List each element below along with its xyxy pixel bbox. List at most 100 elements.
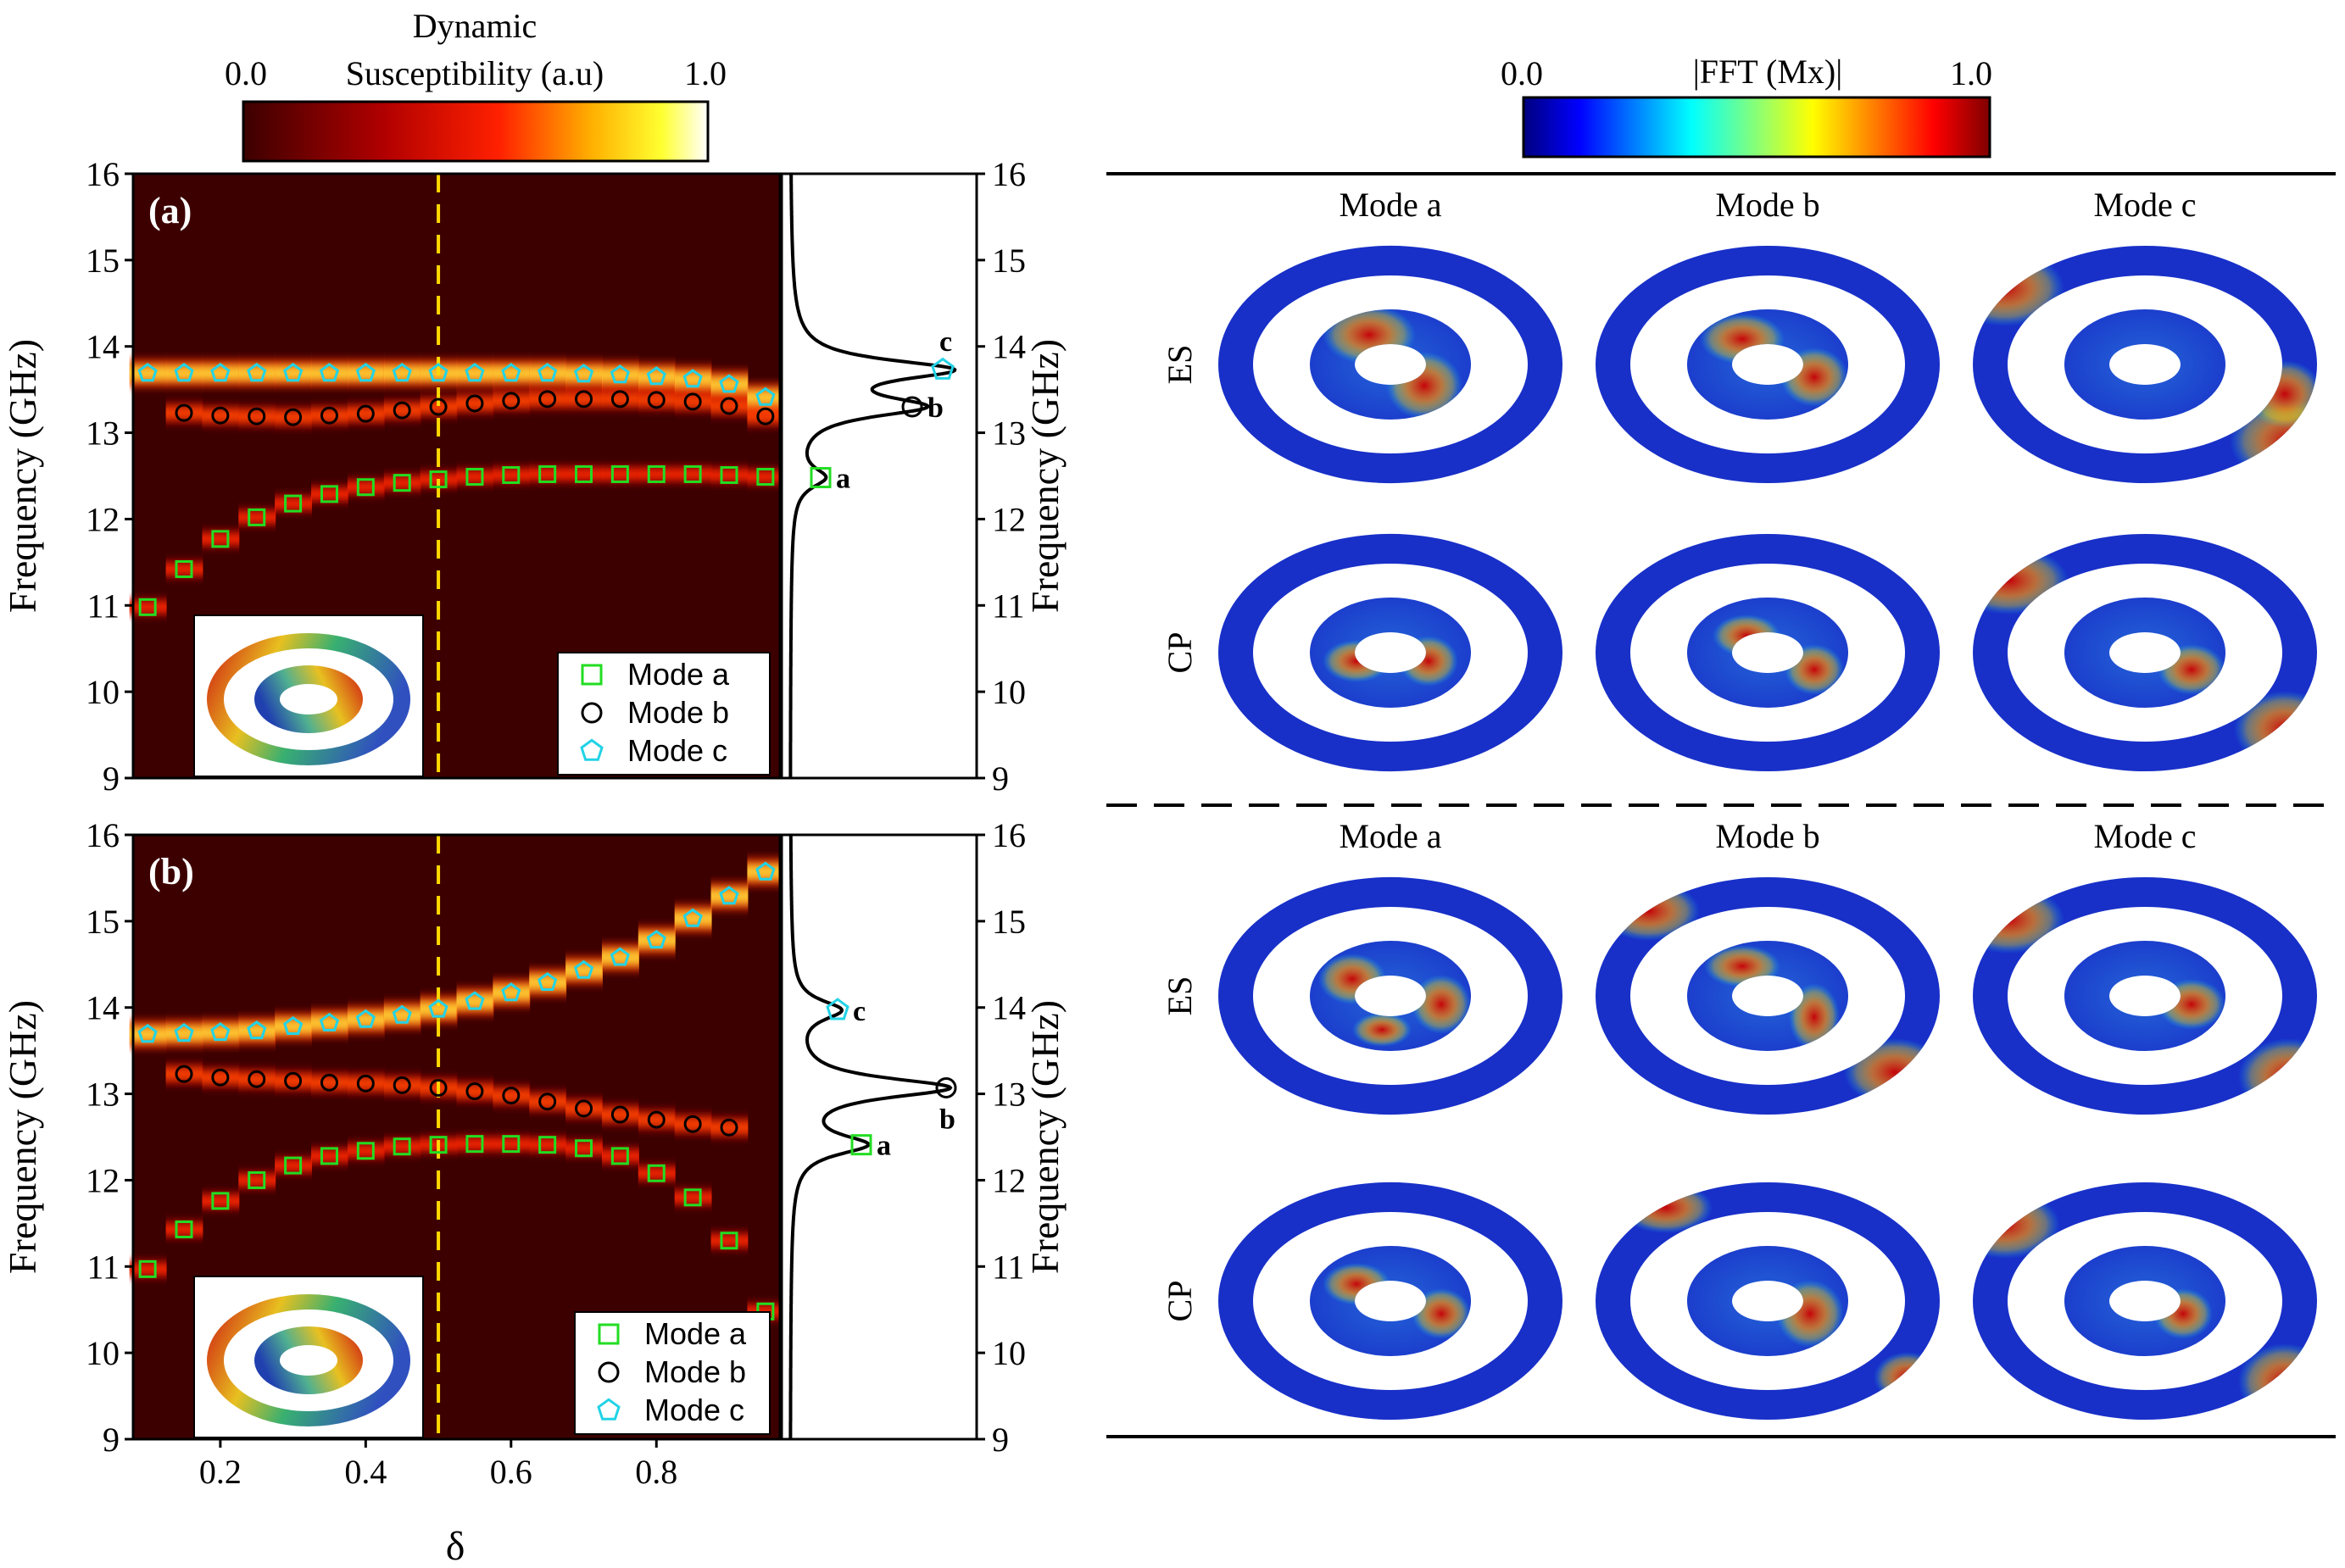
side-spectrum: a b c 9 10 11 12 13 14 15 16 Frequency (GHz): [780, 155, 1067, 798]
heatmap-cell-mode-a-core: [238, 513, 276, 521]
x-tick-label: 0.8: [635, 1453, 677, 1491]
marker-mode-b: [720, 397, 738, 415]
marker-mode-b: [429, 1078, 448, 1097]
marker-mode-a: [647, 1164, 666, 1182]
heatmap-cell-mode-a-core: [383, 1143, 421, 1151]
spectrum-y-tick-label: 13: [992, 1076, 1026, 1114]
plot-frame: [131, 172, 782, 780]
spectrum-y-tick-label: 11: [992, 1248, 1025, 1286]
y-tick-label: 12: [86, 500, 120, 538]
y-tick-label: 14: [86, 989, 120, 1027]
marker-mode-a: [175, 1220, 193, 1238]
legend-label: Mode a: [644, 1316, 747, 1351]
colorbar-left-title-line2: Susceptibility (a.u): [346, 54, 604, 92]
heatmap-cell-mode-c-core: [202, 367, 240, 380]
marker-mode-b: [465, 394, 484, 413]
legend-label: Mode b: [627, 695, 729, 730]
marker-mode-b: [393, 1076, 411, 1094]
side-spectrum: a b c 9 10 11 12 13 14 15 16 Frequency (GHz): [780, 816, 1067, 1459]
heatmap-cell-mode-b-core: [710, 1122, 749, 1132]
heatmap-cell-mode-a-core: [601, 1152, 639, 1160]
heatmap-cell-mode-b-core: [638, 395, 676, 405]
marker-mode-b: [575, 390, 593, 409]
ring-hotspot: [1789, 983, 1840, 1051]
marker-mode-c: [137, 363, 158, 382]
heatmap-cell-mode-a-core: [747, 473, 785, 481]
colorbar-left-max-label: 1.0: [684, 54, 727, 92]
ring-surface: [1973, 877, 2317, 1115]
heatmap-cell-mode-a-core: [529, 1141, 567, 1149]
ring-hotspot: [2158, 979, 2225, 1030]
spectrum-peak-marker-a: [850, 1134, 872, 1156]
marker-mode-b: [356, 1074, 375, 1093]
heatmap-cell-mode-c-core: [493, 367, 531, 380]
heatmap-cell-mode-c-core: [565, 368, 603, 381]
legend-marker-mode-a: [581, 664, 603, 686]
ring-hotspot: [1704, 945, 1780, 987]
marker-mode-b: [175, 1065, 193, 1083]
marker-mode-c: [573, 959, 594, 979]
marker-mode-b: [465, 1082, 484, 1101]
heatmap-cell-mode-a-core: [565, 470, 603, 478]
heatmap-cell-mode-c-core: [529, 367, 567, 380]
ring-surface: [1218, 876, 1563, 1115]
marker-mode-c: [719, 374, 739, 393]
marker-mode-a: [320, 1147, 338, 1165]
marker-mode-c: [501, 363, 521, 382]
legend-marker-mode-b: [581, 702, 603, 724]
ring-hotspot: [1386, 352, 1462, 420]
spectrum-peak-label: c: [853, 996, 866, 1027]
marker-mode-c: [538, 363, 558, 382]
heatmap-cell-mode-b-core: [311, 410, 348, 420]
heatmap-cell-mode-c-core: [638, 370, 676, 383]
heatmap-cell-mode-b-core: [493, 396, 531, 406]
spectrum-peak-marker-b: [901, 396, 923, 418]
spectrum-y-tick-label: 11: [992, 587, 1025, 625]
ring-map-top-es-a: [1218, 245, 1563, 484]
marker-mode-b: [683, 1115, 702, 1133]
marker-mode-c: [137, 1024, 158, 1043]
heatmap-cell-mode-c-core: [456, 995, 494, 1008]
y-tick-label: 11: [86, 587, 120, 625]
heatmap-cell-mode-c-core: [129, 367, 167, 380]
marker-mode-b: [647, 391, 666, 409]
heatmap-cell-mode-c-core: [710, 890, 749, 903]
y-tick-label: 9: [103, 759, 120, 798]
inset-ring-image: [193, 1276, 424, 1438]
spectrum-frame: [780, 833, 978, 1441]
marker-mode-c: [501, 982, 521, 1002]
heatmap-cell-mode-b-core: [420, 402, 458, 412]
heatmap-cell-mode-b-core: [529, 394, 567, 404]
heatmap-cell-mode-b-core: [710, 401, 749, 411]
spectrum-y-tick-label: 15: [992, 903, 1026, 941]
row-label-cp-bottom: CP: [1161, 1281, 1199, 1322]
ring-map-top-cp-b: [1596, 534, 1940, 771]
y-tick-label: 11: [86, 1248, 120, 1286]
inset-ring-image: [193, 614, 424, 777]
ring-surface: [1973, 534, 2317, 771]
marker-mode-a: [356, 1142, 375, 1160]
marker-mode-c: [355, 363, 376, 382]
heatmap-cell-mode-c-core: [238, 1025, 276, 1037]
heatmap-cell-mode-a-core: [275, 499, 313, 508]
ring-glow: [2035, 576, 2255, 729]
spectrum-peak-marker-b: [935, 1076, 957, 1098]
heatmap-cell-mode-c-core: [275, 1020, 313, 1033]
ring-surface: [1596, 1182, 1940, 1420]
col-title-bottom-c: Mode c: [2093, 817, 2196, 855]
x-tick-label: 0.4: [344, 1453, 387, 1491]
y-tick-label: 13: [86, 414, 120, 453]
plot-frame: [131, 833, 782, 1441]
marker-mode-c: [538, 971, 558, 991]
marker-mode-a: [284, 494, 303, 513]
marker-mode-a: [429, 1136, 448, 1154]
ring-hotspot: [2153, 1288, 2213, 1339]
marker-mode-b: [284, 1071, 303, 1090]
x-tick-label: 0.6: [490, 1453, 532, 1491]
heatmap-cell-mode-c-core: [275, 367, 313, 380]
heatmap-cell-mode-c-core: [238, 367, 276, 380]
heatmap-cell-mode-b-core: [383, 1080, 421, 1090]
marker-mode-a: [393, 474, 411, 492]
